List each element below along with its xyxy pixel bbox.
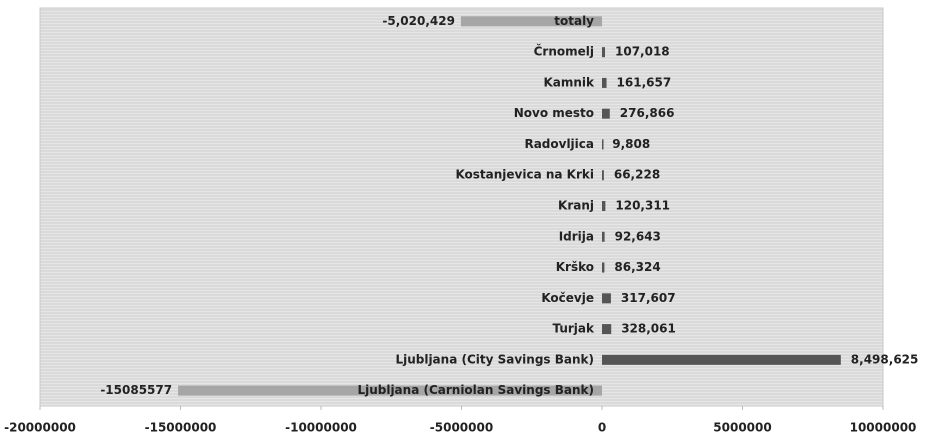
bar bbox=[460, 16, 602, 27]
value-label: -5,020,429 bbox=[382, 14, 455, 28]
bar bbox=[602, 201, 606, 211]
bar bbox=[602, 293, 611, 304]
plot-area bbox=[39, 7, 884, 407]
bar bbox=[602, 262, 605, 273]
bar bbox=[602, 47, 606, 58]
bar bbox=[178, 385, 603, 396]
bar bbox=[602, 139, 604, 150]
bar bbox=[602, 354, 841, 365]
value-label: 86,324 bbox=[614, 260, 660, 274]
x-tick-label: -15000000 bbox=[145, 421, 217, 435]
value-label: 276,866 bbox=[620, 106, 675, 120]
x-tick-label: 10000000 bbox=[850, 421, 917, 435]
value-label: 120,311 bbox=[615, 199, 670, 213]
value-label: 92,643 bbox=[615, 229, 661, 243]
x-tick-label: -5000000 bbox=[430, 421, 493, 435]
category-label: Kočevje bbox=[541, 291, 594, 305]
x-tick-label: -20000000 bbox=[4, 421, 76, 435]
category-label: Idrija bbox=[559, 229, 594, 243]
category-label: Krško bbox=[556, 260, 594, 274]
category-label: Turjak bbox=[552, 322, 595, 336]
category-label: Ljubljana (Carniolan Savings Bank) bbox=[357, 383, 594, 397]
x-tick-label: -10000000 bbox=[285, 421, 357, 435]
value-label: 8,498,625 bbox=[851, 352, 919, 366]
bar bbox=[602, 77, 607, 88]
bar bbox=[602, 231, 605, 242]
category-label: Radovljica bbox=[524, 137, 594, 151]
category-label: Črnomelj bbox=[534, 44, 594, 59]
value-label: -15085577 bbox=[100, 383, 172, 397]
x-tick-label: 0 bbox=[598, 421, 606, 435]
category-label: Kamnik bbox=[543, 75, 595, 89]
bar bbox=[602, 324, 612, 335]
category-label: Novo mesto bbox=[514, 106, 594, 120]
category-label: Ljubljana (City Savings Bank) bbox=[395, 352, 594, 366]
value-label: 328,061 bbox=[621, 322, 676, 336]
value-label: 317,607 bbox=[621, 291, 676, 305]
category-label: Kranj bbox=[558, 199, 594, 213]
value-label: 66,228 bbox=[614, 168, 660, 182]
value-label: 9,808 bbox=[612, 137, 650, 151]
value-label: 107,018 bbox=[615, 45, 670, 59]
category-label: Kostanjevica na Krki bbox=[455, 168, 594, 182]
x-tick-label: 5000000 bbox=[713, 421, 771, 435]
bar bbox=[602, 108, 610, 119]
category-label: totaly bbox=[554, 14, 594, 28]
value-label: 161,657 bbox=[617, 75, 672, 89]
bar bbox=[602, 170, 604, 181]
